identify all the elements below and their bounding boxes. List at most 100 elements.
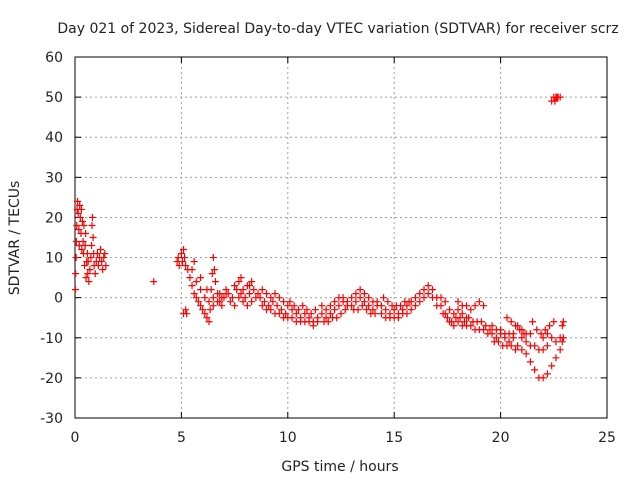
data-point [201,310,209,318]
data-point [301,310,309,318]
data-point [507,318,515,326]
data-point [352,290,360,298]
data-point [488,322,496,330]
data-point [99,266,107,274]
data-point [467,306,475,314]
data-point [294,306,302,314]
data-point [265,302,273,310]
data-point [222,286,230,294]
data-point [303,306,311,314]
data-point [507,342,515,350]
data-point [290,302,298,310]
data-point [337,310,345,318]
data-point [197,274,205,282]
data-point [477,318,485,326]
data-point [282,310,290,318]
data-point [239,286,247,294]
data-point [72,254,80,262]
data-point [492,334,500,342]
data-point [429,294,437,302]
data-point [80,221,88,229]
data-point [231,282,239,290]
data-point [82,274,90,282]
data-point [237,290,245,298]
data-point [518,326,526,334]
data-point [335,302,343,310]
data-point [263,290,271,298]
data-point [443,314,451,322]
data-point [275,310,283,318]
data-point [311,306,319,314]
data-point [231,302,239,310]
data-point [420,286,428,294]
data-point [439,310,447,318]
data-point [380,294,388,302]
data-point [384,298,392,306]
x-tick-label: 0 [71,430,80,446]
data-point [188,282,196,290]
data-point [81,242,89,250]
data-point [437,294,445,302]
y-tick-label: -10 [40,331,63,347]
x-tick-label: 20 [492,430,510,446]
data-point [488,330,496,338]
data-point [178,258,186,266]
data-point [324,318,332,326]
y-axis-label: SDTVAR / TECUs [7,181,23,296]
data-point [331,298,339,306]
data-point [150,278,158,286]
data-point [84,258,92,266]
y-tick-label: 10 [45,251,63,267]
data-point [448,318,456,326]
data-point [543,370,551,378]
data-point [360,290,368,298]
x-axis-label: GPS time / hours [281,459,398,475]
data-point [197,302,205,310]
data-point [526,330,534,338]
data-point [235,294,243,302]
data-point [190,258,198,266]
data-point [358,302,366,310]
data-point [78,246,86,254]
data-point [458,310,466,318]
data-point [551,97,559,105]
x-tick-label: 5 [177,430,186,446]
data-point [403,310,411,318]
data-point [518,346,526,354]
data-point [553,93,561,101]
data-point [203,314,211,322]
data-point [480,302,488,310]
data-point [407,306,415,314]
data-point [348,294,356,302]
data-point [71,286,79,294]
data-point [85,278,93,286]
data-point [397,302,405,310]
data-point [267,306,275,314]
data-point [292,310,300,318]
data-point [558,338,566,346]
ticks: 0 5 10 15 20 25 -30 -20 -10 0 10 20 30 40 50 60 [40,50,616,446]
data-point [543,330,551,338]
data-point [550,318,558,326]
data-point [318,310,326,318]
data-point [102,262,110,270]
data-point [463,302,471,310]
data-point [365,302,373,310]
data-point [97,246,105,254]
data-point [81,262,89,270]
data-point [514,342,522,350]
data-point [531,366,539,374]
data-point [420,294,428,302]
data-point [505,338,513,346]
data-point [72,238,80,246]
data-point [543,342,551,350]
data-point [248,278,256,286]
data-point [218,302,226,310]
data-point [280,298,288,306]
data-point [382,306,390,314]
data-point [75,242,83,250]
data-point [531,342,539,350]
data-point [260,298,268,306]
